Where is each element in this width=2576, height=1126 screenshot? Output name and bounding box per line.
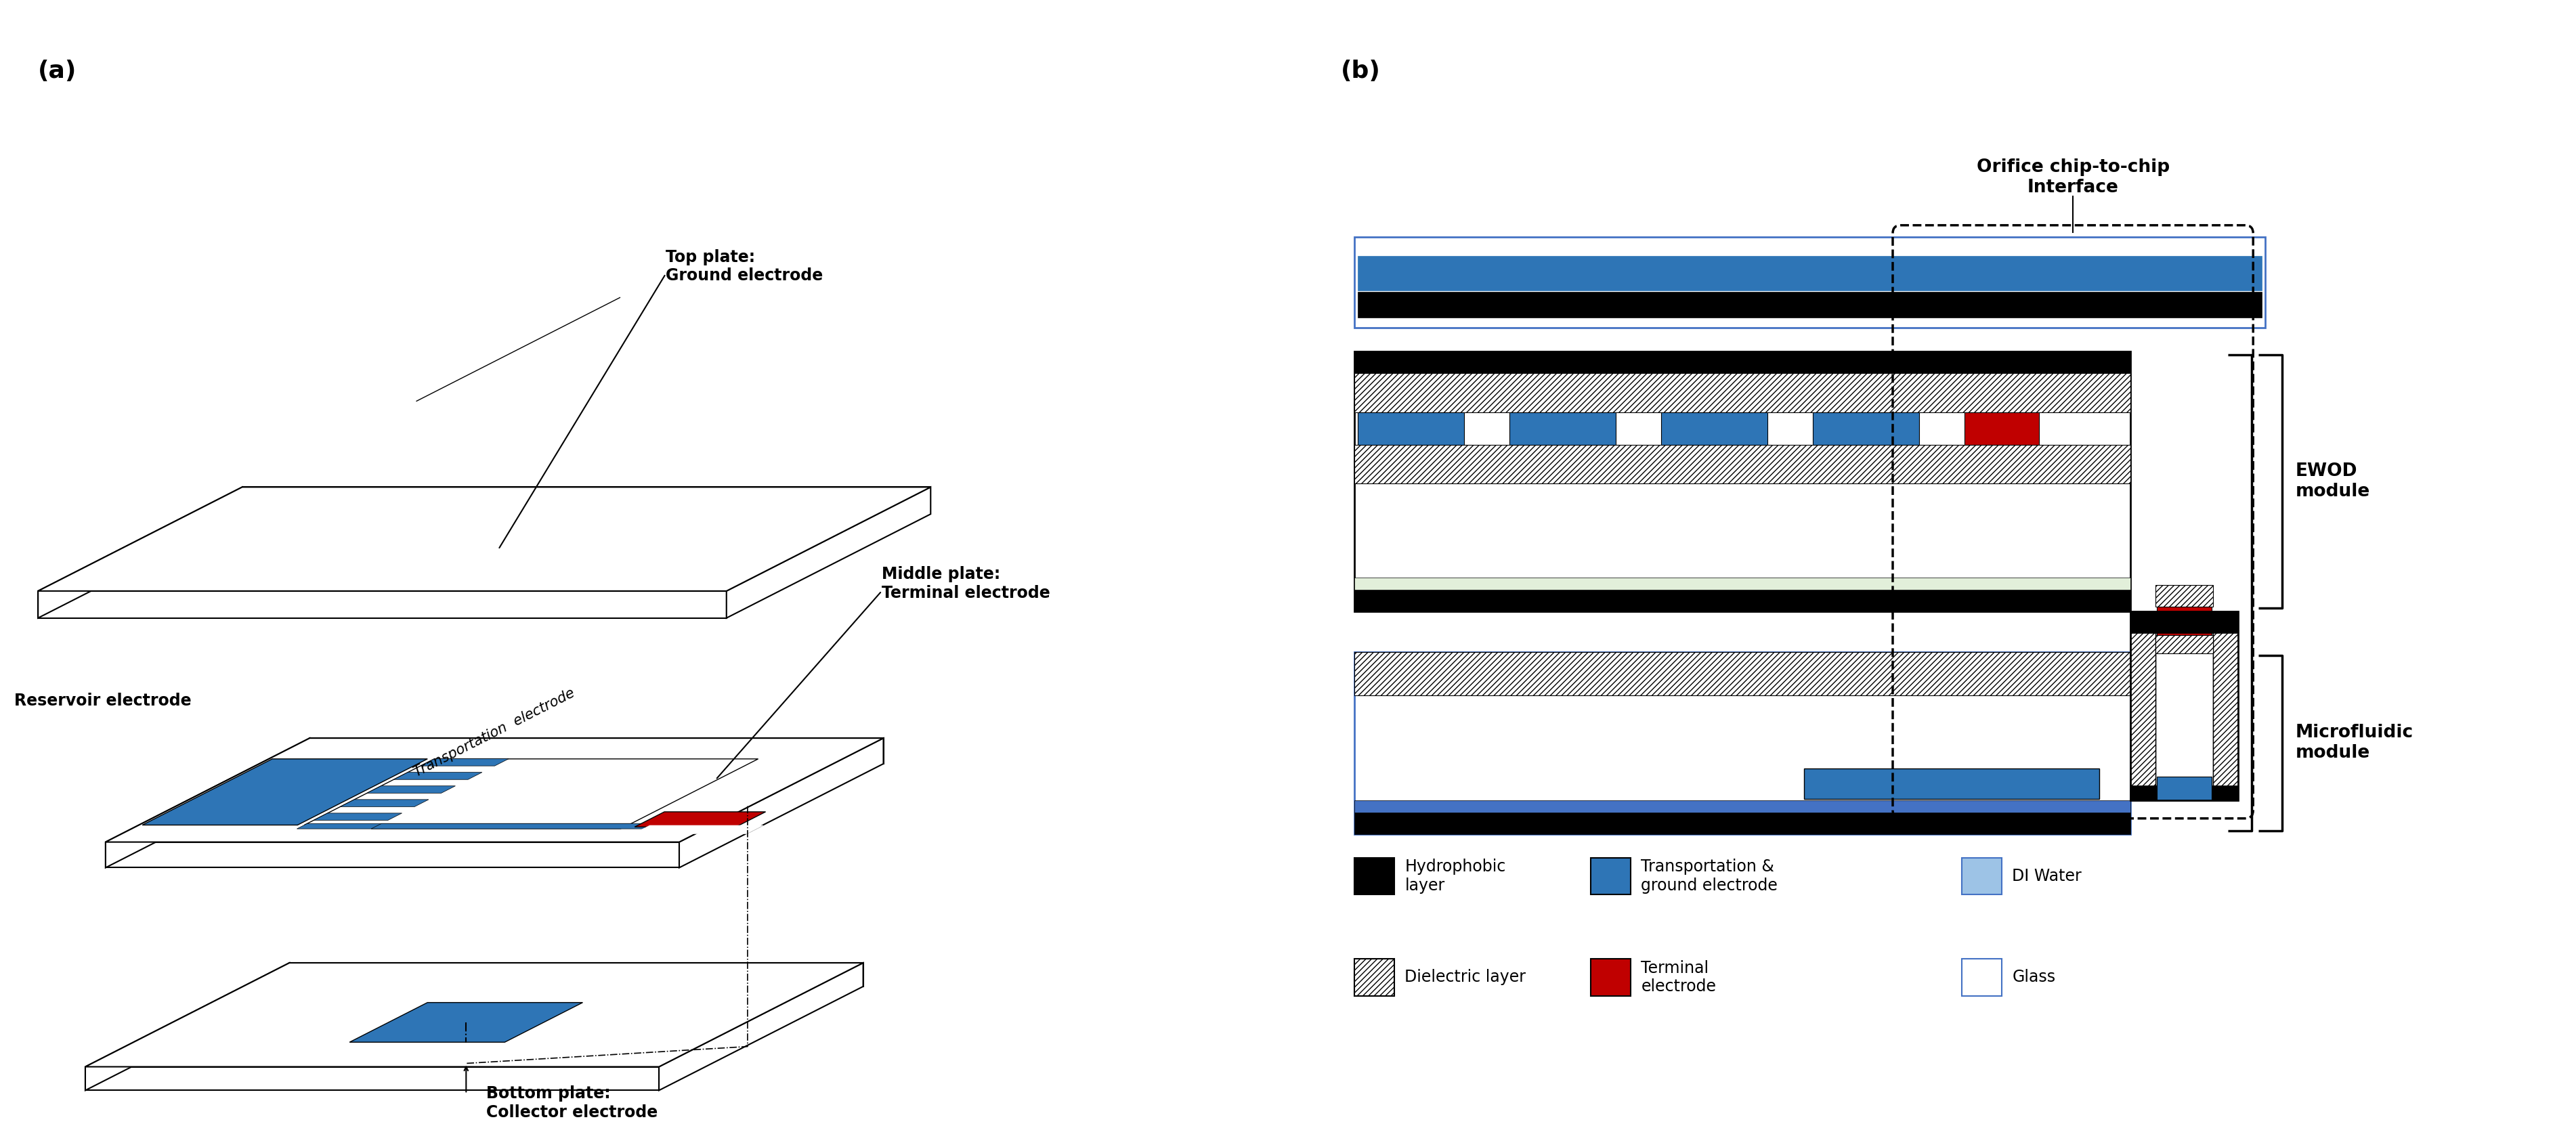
Bar [1960, 858, 2002, 895]
Bar [1355, 373, 2130, 412]
Bar [2156, 584, 2213, 607]
Bar [2156, 607, 2213, 635]
Bar [1355, 578, 2130, 590]
Bar [2156, 635, 2213, 653]
Polygon shape [314, 813, 402, 821]
Bar [1355, 652, 2130, 834]
Bar [1814, 412, 1919, 445]
Bar [2130, 611, 2156, 801]
Bar [1965, 412, 2040, 445]
Polygon shape [371, 823, 706, 829]
Polygon shape [309, 739, 884, 763]
Text: EWOD
module: EWOD module [2295, 463, 2370, 500]
Polygon shape [420, 759, 510, 766]
Polygon shape [350, 1002, 582, 1043]
Bar [1355, 812, 2130, 834]
Bar [1589, 858, 1631, 895]
Polygon shape [85, 963, 289, 1090]
Text: (a): (a) [39, 60, 77, 83]
Bar [1355, 958, 1394, 995]
Text: DI Water: DI Water [2012, 868, 2081, 884]
Bar [1803, 768, 2099, 798]
Text: Microfluidic
module: Microfluidic module [2295, 724, 2414, 762]
Bar [2213, 611, 2239, 801]
Polygon shape [394, 772, 482, 779]
Polygon shape [85, 1066, 659, 1090]
Polygon shape [39, 591, 726, 618]
Bar [1589, 958, 1631, 995]
Polygon shape [242, 488, 930, 515]
Bar [1355, 351, 2130, 611]
Polygon shape [634, 812, 765, 826]
Polygon shape [296, 823, 631, 829]
Polygon shape [106, 842, 680, 868]
Polygon shape [366, 786, 456, 793]
Bar [2130, 611, 2239, 633]
Bar [1358, 412, 1463, 445]
Text: Top plate:
Ground electrode: Top plate: Ground electrode [665, 249, 822, 284]
Text: Transportation &
ground electrode: Transportation & ground electrode [1641, 859, 1777, 894]
Bar [1355, 445, 2130, 484]
Polygon shape [39, 488, 930, 591]
Text: Middle plate:
Terminal electrode: Middle plate: Terminal electrode [881, 566, 1051, 601]
Polygon shape [289, 963, 863, 986]
Text: Bottom plate:
Collector electrode: Bottom plate: Collector electrode [487, 1085, 657, 1120]
Polygon shape [417, 297, 621, 401]
Polygon shape [726, 488, 930, 618]
Polygon shape [106, 739, 309, 868]
Text: Transportation  electrode: Transportation electrode [412, 686, 577, 779]
Text: Orifice chip-to-chip
Interface: Orifice chip-to-chip Interface [1976, 159, 2169, 196]
Bar [2130, 611, 2239, 801]
Bar [1355, 351, 2130, 373]
Polygon shape [106, 739, 884, 842]
Text: Hydrophobic
layer: Hydrophobic layer [1404, 859, 1507, 894]
Polygon shape [312, 517, 507, 587]
Bar [1355, 801, 2130, 812]
Polygon shape [142, 759, 428, 825]
Bar [1960, 958, 2002, 995]
Bar [2156, 777, 2213, 801]
Polygon shape [634, 825, 762, 833]
Bar [1510, 412, 1615, 445]
Bar [1355, 652, 2130, 696]
Bar [1355, 236, 2264, 328]
Bar [2156, 611, 2213, 801]
Polygon shape [304, 759, 757, 825]
Text: Dielectric layer: Dielectric layer [1404, 969, 1525, 985]
Bar [1355, 858, 1394, 895]
Polygon shape [659, 963, 863, 1090]
Bar [1358, 256, 2262, 291]
Bar [2130, 785, 2239, 801]
Polygon shape [85, 963, 863, 1066]
Text: Reservoir electrode: Reservoir electrode [15, 692, 191, 709]
Polygon shape [340, 799, 428, 806]
Polygon shape [680, 739, 884, 868]
Bar [1358, 292, 2262, 318]
Polygon shape [39, 488, 242, 618]
Text: (b): (b) [1340, 60, 1381, 83]
Text: Glass: Glass [2012, 969, 2056, 985]
Bar [1355, 590, 2130, 611]
Text: Terminal
electrode: Terminal electrode [1641, 959, 1716, 995]
Bar [1662, 412, 1767, 445]
